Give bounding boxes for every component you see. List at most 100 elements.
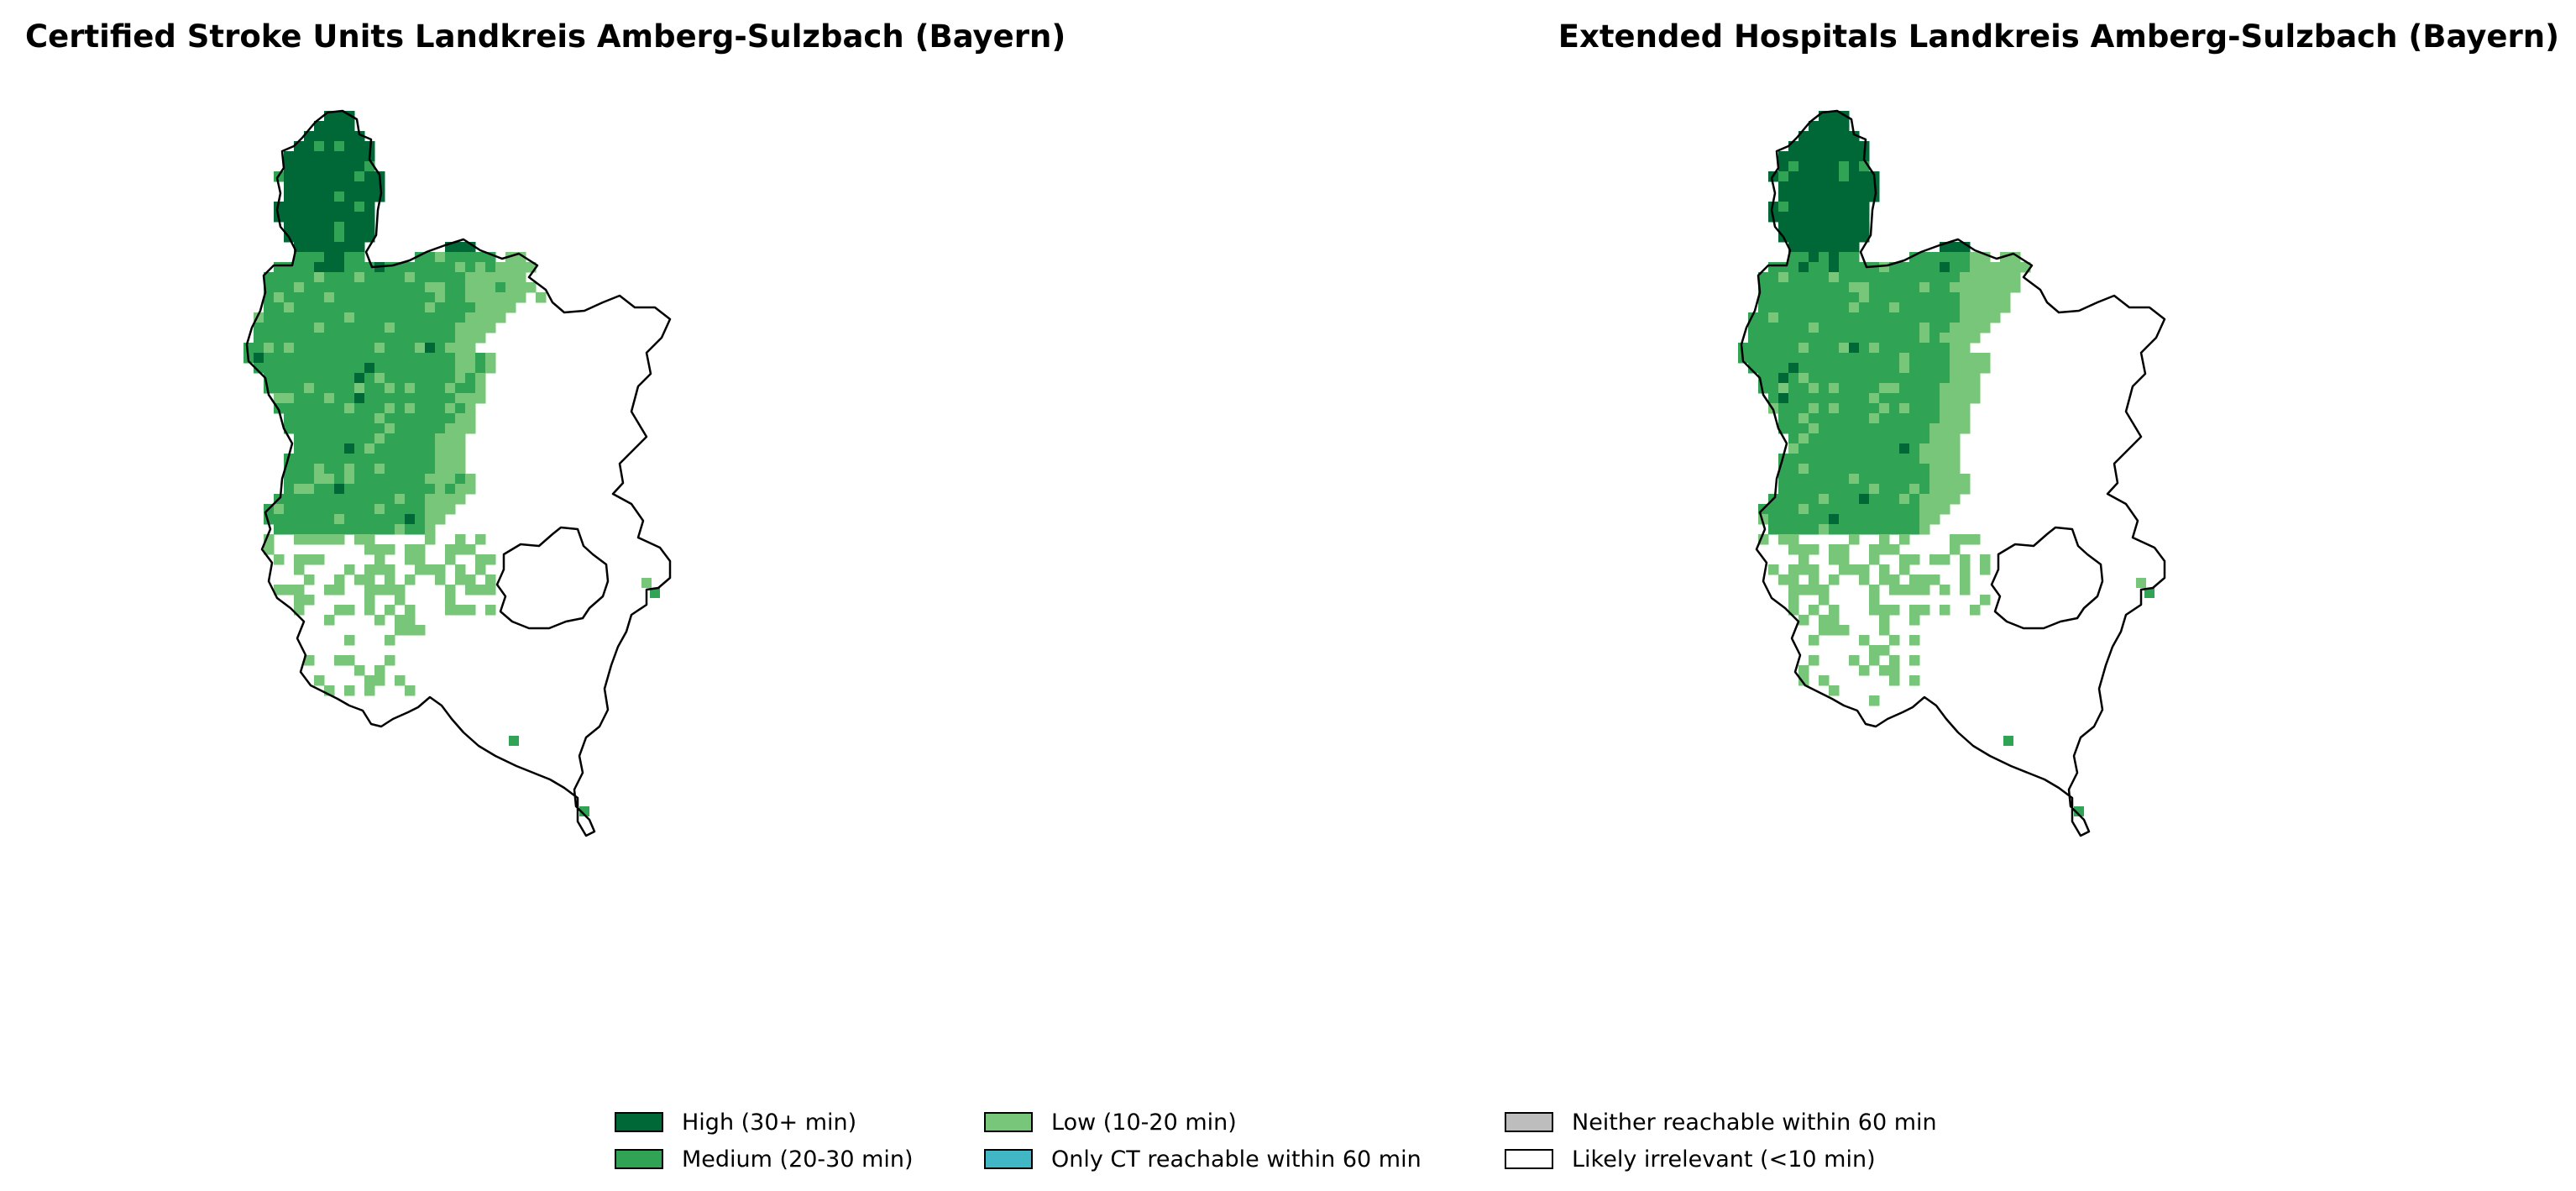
reachability-cell: [364, 272, 375, 283]
reachability-cell: [435, 413, 446, 424]
reachability-cell: [1879, 393, 1890, 404]
reachability-cell: [1869, 494, 1880, 505]
reachability-cell: [1778, 413, 1789, 424]
reachability-cell: [485, 585, 496, 596]
reachability-cell: [1869, 433, 1880, 444]
reachability-cell: [334, 484, 345, 495]
reachability-cell: [1859, 181, 1870, 192]
reachability-cell: [1778, 494, 1789, 505]
reachability-cell: [324, 333, 335, 344]
reachability-cell: [1819, 161, 1830, 172]
reachability-cell: [1909, 413, 1920, 424]
reachability-cell: [445, 484, 456, 495]
reachability-cell: [354, 665, 365, 676]
reachability-cell: [1839, 262, 1850, 273]
reachability-cell: [1919, 252, 1930, 263]
reachability-cell: [415, 544, 426, 555]
reachability-cell: [1899, 343, 1910, 354]
reachability-cell: [1778, 333, 1789, 344]
reachability-cell: [314, 524, 325, 535]
reachability-cell: [1778, 312, 1789, 323]
reachability-cell: [1859, 665, 1870, 676]
reachability-cell: [435, 514, 446, 525]
reachability-cell: [1940, 464, 1950, 475]
reachability-cell: [304, 202, 315, 212]
reachability-cell: [304, 464, 315, 475]
reachability-cell: [364, 474, 375, 485]
reachability-cell: [415, 383, 426, 394]
reachability-cell: [1788, 181, 1799, 192]
reachability-cell: [395, 474, 406, 485]
reachability-cell: [1809, 484, 1819, 495]
reachability-cell: [1748, 363, 1759, 374]
reachability-cell: [415, 625, 426, 636]
reachability-cell: [435, 484, 446, 495]
reachability-cell: [1929, 504, 1940, 515]
reachability-cell: [284, 161, 295, 172]
reachability-cell: [395, 312, 406, 323]
map-stroke-units: [243, 109, 672, 837]
reachability-cell: [385, 272, 395, 283]
reachability-cell: [395, 524, 406, 535]
reachability-cell: [435, 564, 446, 575]
reachability-cell: [324, 252, 335, 263]
reachability-cell: [334, 524, 345, 535]
reachability-cell: [1839, 302, 1850, 313]
reachability-cell: [284, 282, 295, 293]
reachability-cell: [374, 413, 385, 424]
reachability-cell: [505, 272, 516, 283]
reachability-cell: [1849, 242, 1860, 253]
reachability-cell: [374, 373, 385, 384]
reachability-cell: [395, 504, 406, 515]
reachability-cell: [284, 413, 295, 424]
reachability-cell: [304, 595, 315, 606]
reachability-cell: [1809, 585, 1819, 596]
reachability-cell: [1950, 242, 1961, 253]
reachability-cell: [1899, 272, 1910, 283]
reachability-cell: [425, 272, 436, 283]
reachability-cell: [1899, 333, 1910, 344]
reachability-cell: [374, 333, 385, 344]
reachability-cell: [344, 333, 355, 344]
reachability-cell: [475, 353, 486, 364]
reachability-cell: [1950, 343, 1961, 354]
reachability-cell: [445, 252, 456, 263]
reachability-cell: [304, 232, 315, 243]
reachability-cell: [264, 272, 275, 283]
reachability-cell: [1909, 514, 1920, 525]
reachability-cell: [1889, 373, 1900, 384]
reachability-cell: [304, 312, 315, 323]
reachability-cell: [415, 272, 426, 283]
reachability-cell: [1829, 383, 1840, 394]
reachability-cell: [1819, 151, 1830, 162]
reachability-cell: [1788, 443, 1799, 454]
reachability-cell: [1829, 393, 1840, 404]
reachability-cell: [1899, 474, 1910, 485]
reachability-cell: [385, 564, 395, 575]
reachability-cell: [1929, 333, 1940, 344]
reachability-cell: [445, 464, 456, 475]
reachability-cell: [485, 554, 496, 565]
reachability-cell: [334, 514, 345, 525]
reachability-cell: [304, 524, 315, 535]
reachability-cell: [294, 222, 305, 233]
reachability-cell: [1788, 514, 1799, 525]
reachability-cell: [314, 363, 325, 374]
reachability-cell: [1889, 413, 1900, 424]
reachability-cell: [1849, 363, 1860, 374]
reachability-cell: [324, 504, 335, 515]
reachability-cell: [465, 343, 476, 354]
reachability-cell: [1909, 433, 1920, 444]
reachability-cell: [1829, 615, 1840, 626]
reachability-cell: [435, 343, 446, 354]
reachability-cell: [405, 544, 416, 555]
reachability-cell: [364, 494, 375, 505]
reachability-cell: [415, 393, 426, 404]
reachability-cell: [1909, 323, 1920, 333]
reachability-cell: [1839, 121, 1850, 132]
reachability-cell: [364, 343, 375, 354]
reachability-cell: [274, 343, 285, 354]
reachability-cell: [1980, 323, 1991, 333]
reachability-cell: [485, 302, 496, 313]
reachability-cell: [415, 373, 426, 384]
